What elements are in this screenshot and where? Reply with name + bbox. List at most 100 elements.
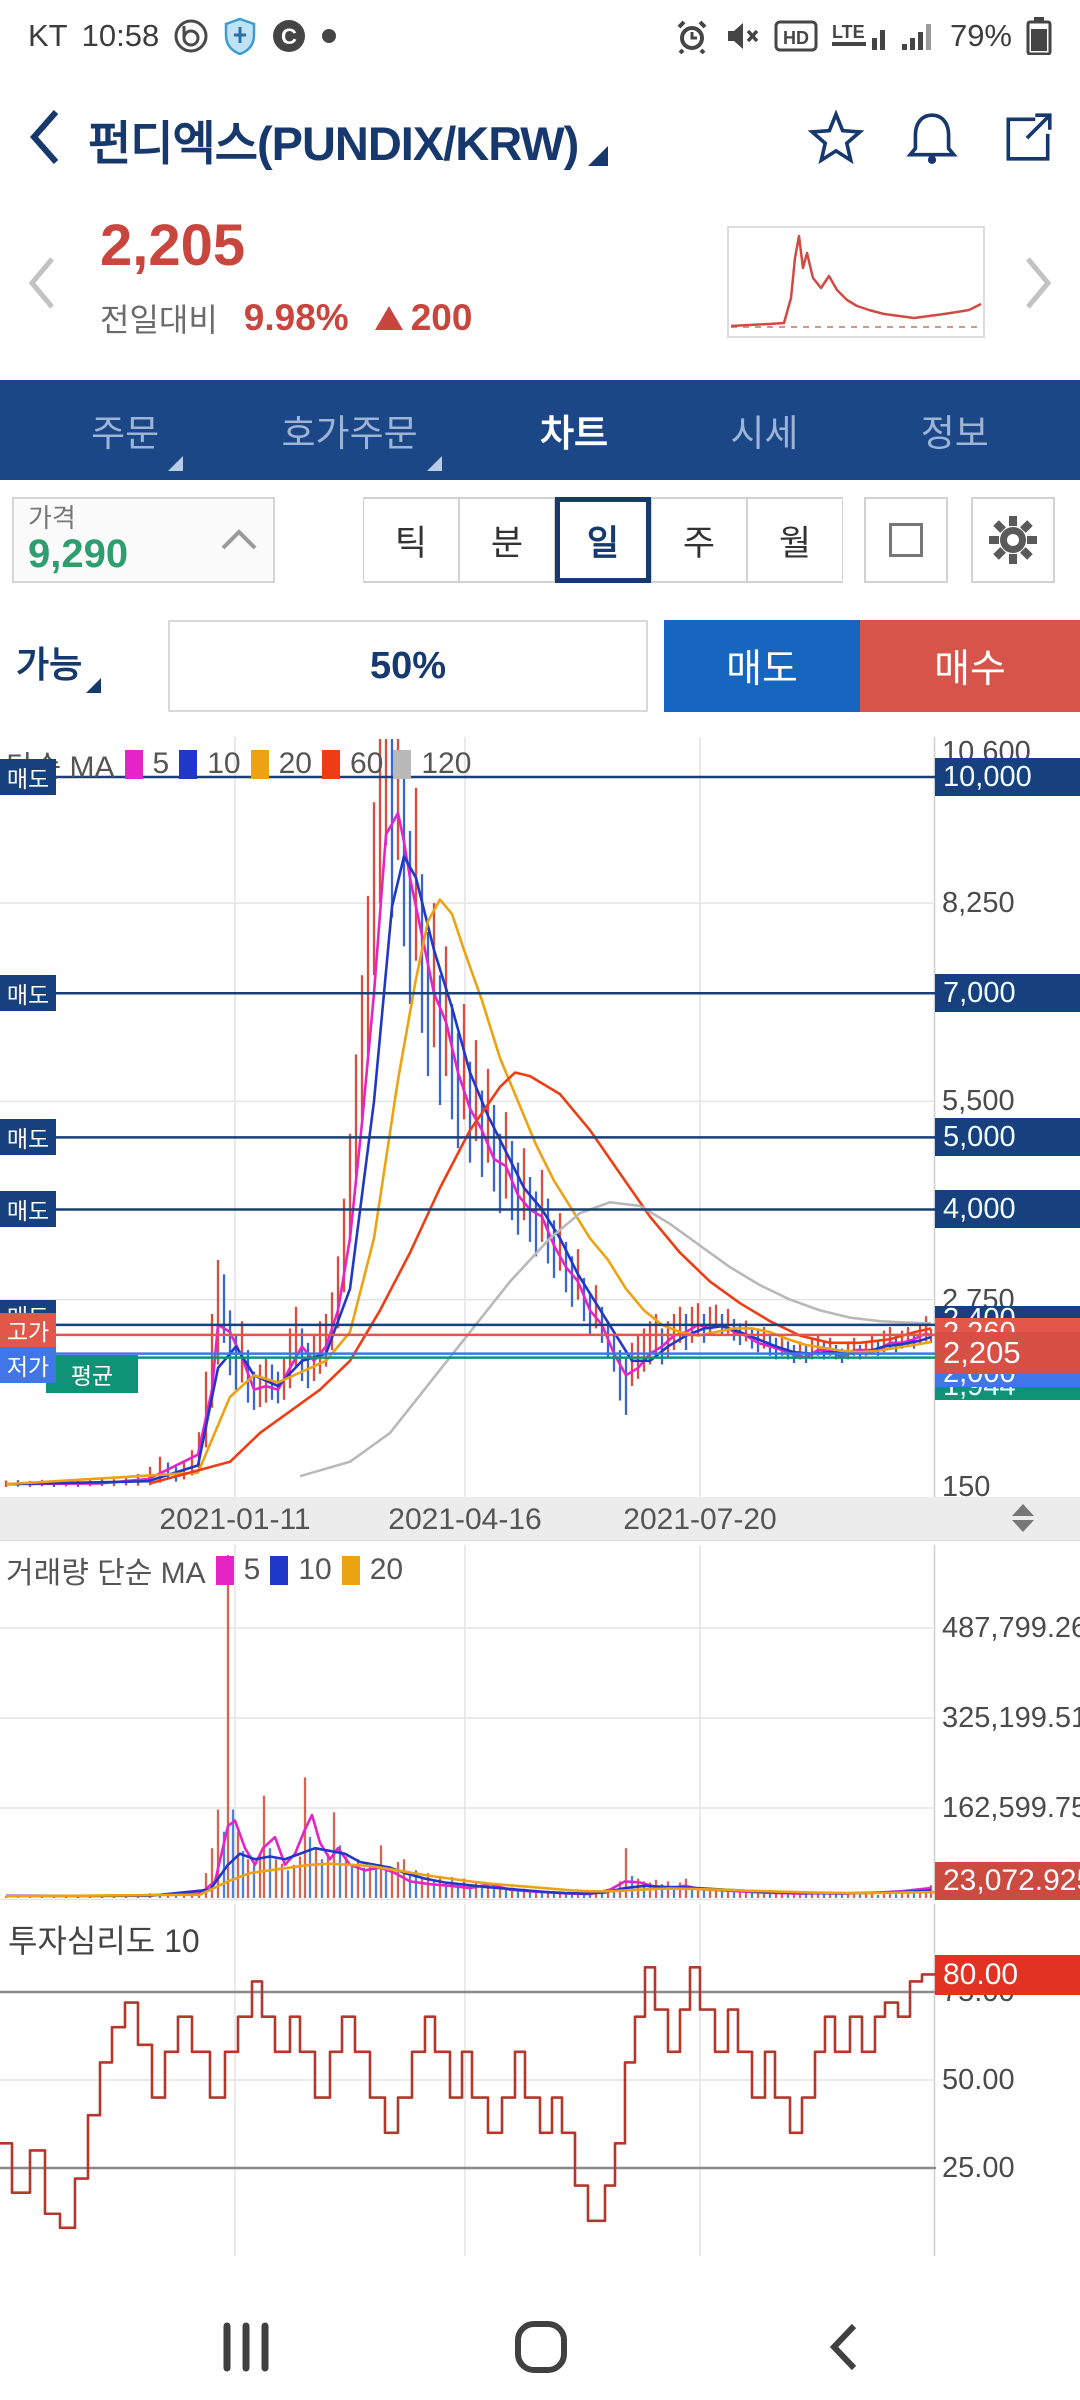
order-price-label: 가격 (28, 503, 76, 534)
chart-settings-button[interactable] (971, 497, 1055, 583)
current-sentiment-badge: 80.00 (935, 1955, 1080, 1995)
tab-chart[interactable]: 차트 (539, 413, 609, 454)
hd-icon: HD (774, 20, 818, 52)
legend-value: 10 (298, 1553, 332, 1586)
volume-chart[interactable] (0, 1545, 936, 1900)
chevron-up-icon (221, 529, 257, 550)
available-selector[interactable]: 가능 (16, 636, 102, 693)
title-dropdown-icon[interactable] (588, 146, 609, 166)
chart-style-button[interactable] (864, 497, 948, 583)
up-arrow-icon (374, 306, 403, 330)
expand-axis-icon[interactable] (1012, 1504, 1034, 1532)
dropdown-corner-icon (86, 678, 102, 693)
mute-icon (724, 18, 760, 54)
order-price-value: 9,290 (28, 531, 129, 576)
legend-value: 20 (369, 1553, 404, 1586)
prev-coin-icon[interactable] (28, 255, 56, 316)
recents-icon[interactable] (222, 2322, 270, 2377)
legend-title: 단순 MA (6, 751, 115, 784)
legend-value: 20 (278, 747, 312, 780)
legend-swatch-icon (270, 1555, 289, 1585)
volume-axis-label: 162,599.756 (942, 1792, 1080, 1824)
legend-swatch-icon (179, 749, 198, 779)
page-title[interactable]: 펀디엑스(PUNDIX/KRW) (88, 116, 579, 170)
notification-dot-icon (321, 28, 337, 44)
buy-button[interactable]: 매수 (860, 620, 1080, 712)
volume-axis-label: 487,799.269 (942, 1612, 1080, 1644)
next-coin-icon[interactable] (1024, 255, 1052, 316)
legend-swatch-icon (124, 749, 143, 779)
current-volume-badge: 23,072.925 (935, 1862, 1080, 1900)
svg-text:LTE: LTE (832, 22, 865, 42)
svg-text:C: C (281, 24, 297, 49)
marker-price-badge: 2,400 (935, 1306, 1080, 1332)
tab-quotes[interactable]: 시세 (730, 413, 799, 454)
period-week-button[interactable]: 주 (651, 497, 747, 583)
mini-chart[interactable] (727, 226, 985, 338)
change-row: 전일대비 9.98% 200 (100, 295, 472, 341)
share-icon[interactable] (1000, 109, 1056, 170)
tab-order[interactable]: 주문 (87, 397, 184, 471)
price-chart-legend: 단순 MA 5 10 20 60 120 (6, 742, 471, 786)
tab-orderbook[interactable]: 호가주문 (278, 397, 442, 471)
period-month-button[interactable]: 월 (747, 497, 843, 583)
legend-swatch-icon (250, 749, 269, 779)
period-selector: 틱 분 일 주 월 (363, 497, 843, 583)
sentiment-axis-label: 50.00 (942, 2064, 1015, 2096)
legend-swatch-icon (341, 1555, 360, 1585)
favorite-star-icon[interactable] (807, 108, 865, 170)
battery-icon (1026, 17, 1052, 55)
period-tick-button[interactable]: 틱 (363, 497, 459, 583)
tab-info[interactable]: 정보 (920, 413, 989, 454)
sentiment-chart[interactable] (0, 1904, 936, 2256)
status-bar: KT 10:58 C HD (0, 0, 1080, 72)
period-minute-button[interactable]: 분 (459, 497, 555, 583)
y-axis-label: 8,250 (942, 887, 1015, 920)
x-axis-date: 2021-04-16 (388, 1503, 542, 1536)
header: 펀디엑스(PUNDIX/KRW) (0, 84, 1080, 194)
marker-price-badge: 2,260 (935, 1318, 1080, 1348)
x-axis-band[interactable]: 2021-01-11 2021-04-16 2021-07-20 (0, 1497, 1080, 1541)
home-icon[interactable] (514, 2320, 568, 2379)
sentiment-chart-title: 투자심리도 10 (8, 1923, 200, 1959)
marker-price-badge: 1,944 (935, 1372, 1080, 1400)
legend-title: 거래량 단순 MA (6, 1557, 206, 1590)
x-axis-date: 2021-07-20 (623, 1503, 777, 1536)
change-amount: 200 (374, 297, 472, 339)
y-axis-label: 5,500 (942, 1085, 1015, 1118)
price-chart[interactable] (0, 737, 936, 1501)
order-price-selector[interactable]: 가격 9,290 (12, 497, 275, 583)
section-tab-bar: 주문 호가주문 차트 시세 정보 (0, 380, 1080, 480)
y-axis-label: 10,600 (942, 736, 1031, 768)
current-price: 2,205 (100, 213, 246, 278)
period-day-button[interactable]: 일 (555, 497, 651, 583)
back-icon[interactable] (28, 108, 62, 171)
legend-swatch-icon (321, 749, 340, 779)
lte-icon: LTE (831, 18, 888, 54)
carrier-label: KT (28, 18, 68, 53)
legend-swatch-icon (215, 1555, 234, 1585)
signal-icon (901, 20, 936, 52)
legend-value: 60 (349, 747, 384, 780)
change-label: 전일대비 (100, 302, 218, 338)
sell-price-badge: 7,000 (935, 974, 1080, 1013)
legend-value: 5 (243, 1553, 261, 1586)
square-icon (889, 523, 923, 557)
sentiment-axis-label: 25.00 (942, 2152, 1015, 2184)
change-percent: 9.98% (243, 297, 349, 338)
legend-value: 10 (207, 747, 241, 780)
marker-price-badge: 2,000 (935, 1359, 1080, 1387)
sell-price-badge: 5,000 (935, 1118, 1080, 1157)
legend-swatch-icon (393, 749, 412, 779)
x-axis-date: 2021-01-11 (159, 1503, 311, 1536)
sell-button[interactable]: 매도 (664, 620, 860, 712)
volume-chart-legend: 거래량 단순 MA 5 10 20 (6, 1548, 403, 1592)
back-nav-icon[interactable] (826, 2322, 860, 2377)
battery-percent-label: 79% (949, 18, 1012, 53)
y-axis-label: 2,750 (942, 1283, 1015, 1316)
sentiment-axis-label: 75.00 (942, 1976, 1015, 2008)
c-app-icon: C (271, 18, 307, 54)
percent-input[interactable]: 50% (168, 620, 648, 712)
alert-bell-icon[interactable] (904, 109, 960, 170)
